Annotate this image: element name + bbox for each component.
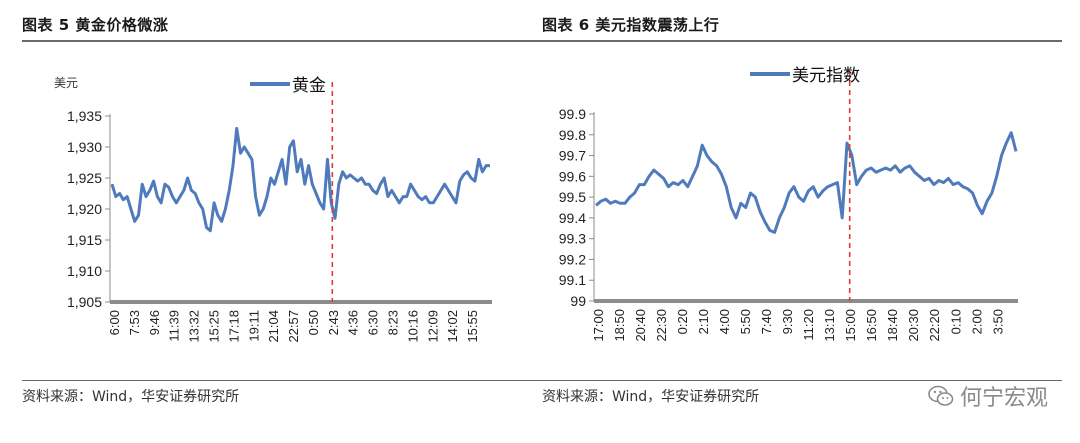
- gold-panel: 图表 5 黄金价格微涨 美元 1,905 1,910 1,915 1,920 1,925…: [22, 0, 542, 443]
- x-tick-label: 15:55: [465, 310, 480, 343]
- x-tick-label: 20:30: [906, 309, 921, 342]
- x-tick-label: 5:50: [738, 309, 753, 334]
- gold-chart: 1,905 1,910 1,915 1,920 1,925 1,930 1,935 6:00 7…: [67, 76, 492, 343]
- x-tick-label: 2:43: [326, 310, 341, 335]
- figure-title: 图表 5 黄金价格微涨: [22, 16, 169, 34]
- usd-panel: 图表 6 美元指数震荡上行 99 99.1 99.2 99.3 99.4 99.5 99.6…: [542, 0, 1062, 443]
- x-tick-label: 7:53: [127, 310, 142, 335]
- x-tick-label: 9:46: [147, 310, 162, 335]
- title-rule: [542, 40, 1062, 42]
- x-tick-label: 2:00: [969, 309, 984, 334]
- x-tick-label: 2:10: [696, 309, 711, 334]
- y-tick-label: 1,910: [67, 263, 102, 279]
- legend-label: 美元指数: [792, 66, 860, 86]
- source-note: 资料来源：Wind，华安证券研究所: [22, 389, 240, 405]
- y-tick-label: 99.7: [559, 148, 586, 164]
- y-tick-label: 99: [570, 293, 586, 309]
- legend-label: 黄金: [292, 76, 326, 96]
- figure-title: 图表 6 美元指数震荡上行: [542, 16, 720, 34]
- x-tick-label: 12:09: [425, 310, 440, 343]
- watermark-text: 何宁宏观: [959, 386, 1048, 411]
- y-tick-label: 99.6: [559, 168, 586, 184]
- x-tick-label: 10:16: [405, 310, 420, 343]
- x-tick-label: 4:36: [346, 310, 361, 335]
- x-tick-label: 6:00: [107, 310, 122, 335]
- y-tick-label: 1,925: [67, 170, 102, 186]
- x-tick-label: 20:40: [633, 309, 648, 342]
- x-tick-label: 11:39: [167, 310, 182, 342]
- usd-index-chart: 99 99.1 99.2 99.3 99.4 99.5 99.6 99.7 99.8 99.9 17…: [559, 66, 1018, 342]
- y-tick-label: 1,930: [67, 139, 102, 155]
- wechat-icon: [928, 385, 954, 406]
- x-tick-label: 11:20: [801, 309, 816, 341]
- y-tick-label: 1,905: [67, 294, 102, 310]
- x-tick-label: 15:00: [843, 309, 858, 342]
- x-tick-label: 22:57: [286, 310, 301, 343]
- y-tick-label: 99.1: [559, 272, 586, 288]
- x-tick-label: 8:23: [386, 310, 401, 335]
- y-unit-label: 美元: [54, 76, 79, 90]
- y-tick-label: 1,915: [67, 232, 102, 248]
- x-tick-label: 19:11: [246, 310, 261, 342]
- x-tick-label: 15:25: [206, 310, 221, 343]
- y-tick-label: 99.9: [559, 106, 586, 122]
- x-tick-label: 21:04: [266, 310, 281, 343]
- y-tick-label: 99.5: [559, 189, 586, 205]
- source-rule: [22, 380, 542, 381]
- x-tick-label: 13:10: [822, 309, 837, 342]
- x-tick-label: 13:32: [187, 310, 202, 343]
- y-tick-label: 99.3: [559, 231, 586, 247]
- x-tick-label: 3:50: [990, 309, 1005, 334]
- x-tick-label: 6:30: [366, 310, 381, 335]
- x-tick-label: 14:02: [445, 310, 460, 343]
- x-tick-label: 4:00: [717, 309, 732, 334]
- source-rule: [542, 380, 1062, 381]
- x-tick-label: 0:10: [948, 309, 963, 334]
- x-tick-label: 0:20: [675, 309, 690, 334]
- x-tick-label: 7:40: [759, 309, 774, 334]
- title-rule: [22, 40, 542, 42]
- x-tick-label: 18:50: [612, 309, 627, 342]
- y-tick-label: 1,935: [67, 108, 102, 124]
- x-tick-label: 17:00: [591, 309, 606, 342]
- x-tick-label: 22:20: [927, 309, 942, 342]
- y-tick-label: 99.2: [559, 251, 586, 267]
- series-line: [595, 131, 1018, 234]
- source-note: 资料来源：Wind，华安证券研究所: [542, 389, 760, 405]
- x-tick-label: 18:40: [885, 309, 900, 342]
- y-tick-label: 99.4: [559, 210, 586, 226]
- watermark: 何宁宏观: [928, 380, 1048, 412]
- x-tick-label: 22:30: [654, 309, 669, 342]
- y-tick-label: 99.8: [559, 127, 586, 143]
- series-line: [110, 126, 490, 233]
- x-tick-label: 16:50: [864, 309, 879, 342]
- x-tick-label: 9:30: [780, 309, 795, 334]
- x-tick-label: 17:18: [226, 310, 241, 343]
- y-tick-label: 1,920: [67, 201, 102, 217]
- x-tick-label: 0:50: [306, 310, 321, 335]
